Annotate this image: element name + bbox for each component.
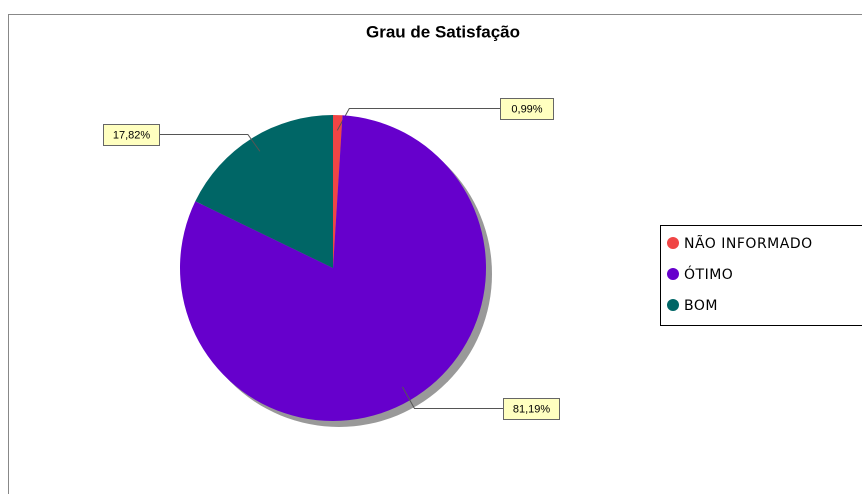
data-label: 81,19% xyxy=(513,403,551,415)
leader-line xyxy=(336,108,500,131)
data-label: 17,82% xyxy=(113,129,151,141)
leader-line xyxy=(159,134,261,152)
pie-slice xyxy=(180,115,487,422)
legend-marker xyxy=(667,299,679,311)
legend-label: ÓTIMO xyxy=(684,265,733,283)
label-box xyxy=(503,398,560,420)
chart-title: Grau de Satisfação xyxy=(366,22,520,41)
legend-box xyxy=(660,225,862,326)
data-label: 0,99% xyxy=(511,103,542,115)
pie-slice xyxy=(333,115,343,268)
legend-label: NÃO INFORMADO xyxy=(684,235,813,252)
legend-marker xyxy=(667,268,679,280)
label-box xyxy=(103,124,160,146)
legend-label: BOM xyxy=(684,298,718,314)
leader-line xyxy=(402,386,503,409)
pie-slice xyxy=(195,114,333,268)
label-box xyxy=(500,98,554,120)
legend-marker xyxy=(667,237,679,249)
